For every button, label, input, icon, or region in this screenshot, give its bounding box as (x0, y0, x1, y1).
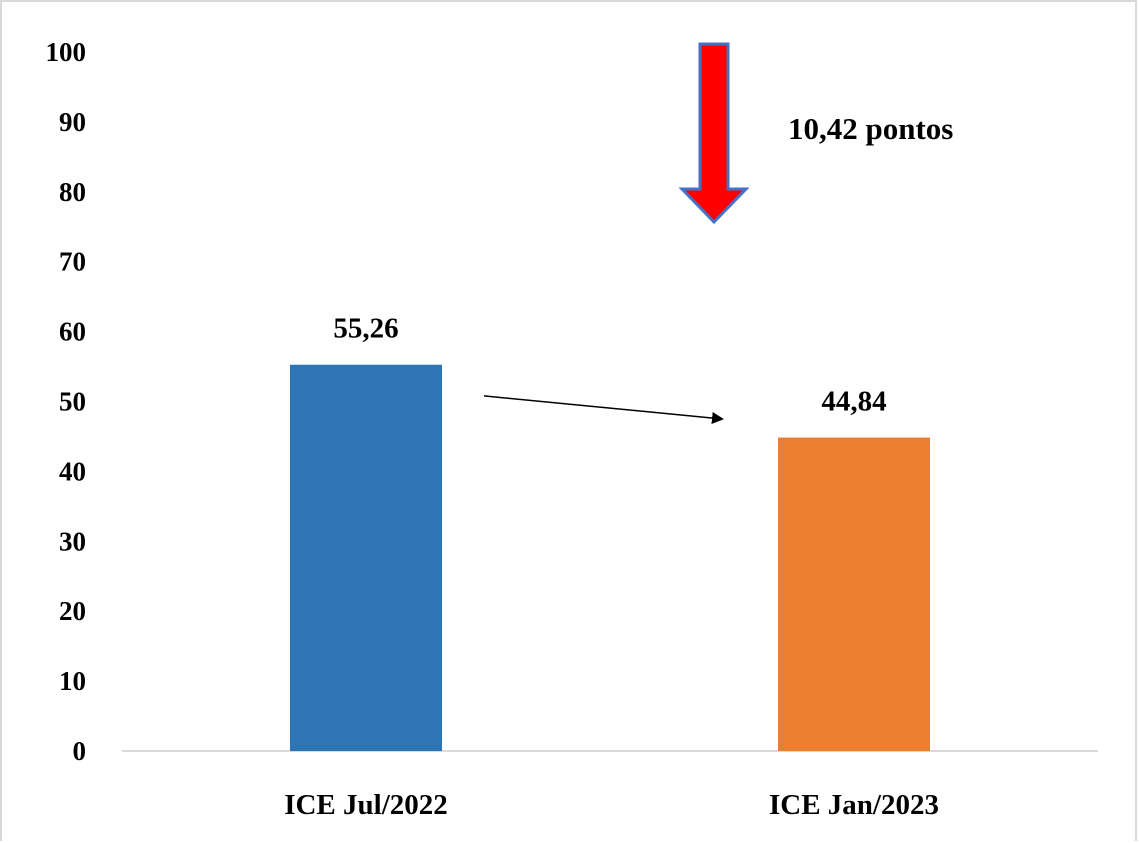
y-tick-label: 60 (59, 317, 86, 347)
data-labels: 55,26 44,84 (333, 313, 886, 418)
down-arrow-icon (678, 42, 750, 225)
data-label: 44,84 (821, 386, 886, 418)
y-tick-label: 90 (59, 107, 86, 137)
y-tick-label: 80 (59, 177, 86, 207)
y-tick-label: 0 (73, 736, 87, 766)
data-label: 55,26 (333, 313, 398, 345)
category-label: ICE Jan/2023 (769, 789, 939, 821)
y-tick-label: 70 (59, 247, 86, 277)
trend-arrow (483, 395, 724, 424)
category-label: ICE Jul/2022 (284, 789, 448, 821)
y-tick-label: 40 (59, 456, 86, 486)
bar (778, 437, 930, 751)
y-tick-label: 30 (59, 526, 86, 556)
annotation-label: 10,42 pontos (788, 111, 953, 146)
bars (290, 364, 930, 751)
y-tick-label: 10 (59, 666, 86, 696)
y-tick-label: 20 (59, 596, 86, 626)
y-axis-ticks: 0 10 20 30 40 50 60 70 80 90 100 (46, 37, 87, 766)
y-tick-label: 100 (46, 37, 87, 67)
category-labels: ICE Jul/2022 ICE Jan/2023 (284, 789, 939, 821)
y-tick-label: 50 (59, 387, 86, 417)
bar (290, 364, 442, 751)
